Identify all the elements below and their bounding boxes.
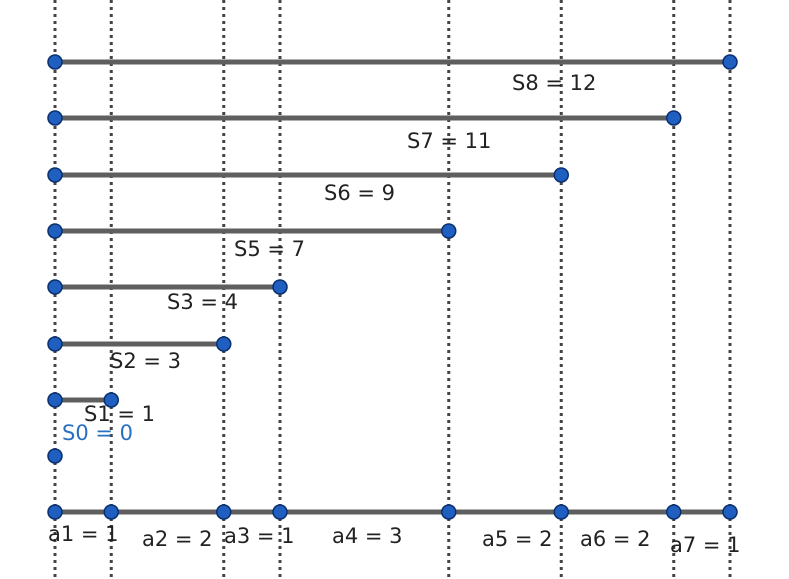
sum-end-point-1 xyxy=(103,392,119,408)
sum-label-s6: S6 = 9 xyxy=(324,181,395,205)
sum-label-s1: S1 = 1 xyxy=(84,402,155,426)
sum-end-point-11 xyxy=(666,110,682,126)
baseline-point-3 xyxy=(216,504,232,520)
sum-end-point-9 xyxy=(553,167,569,183)
segment-label-a6: a6 = 2 xyxy=(580,527,651,551)
segment-label-a4: a4 = 3 xyxy=(332,524,403,548)
sum-start-point-0 xyxy=(47,448,63,464)
sum-label-s3: S3 = 4 xyxy=(167,290,238,314)
baseline-point-11 xyxy=(666,504,682,520)
sum-label-s2: S2 = 3 xyxy=(110,349,181,373)
sum-bars xyxy=(55,59,730,403)
sum-end-point-12 xyxy=(722,54,738,70)
sum-end-point-7 xyxy=(441,223,457,239)
sum-start-point-12 xyxy=(47,54,63,70)
sum-end-point-4 xyxy=(272,279,288,295)
labels: S0 = 0 S1 = 1 S2 = 3 S3 = 4 S5 = 7 S6 = … xyxy=(48,71,741,557)
sum-label-s7: S7 = 11 xyxy=(407,129,491,153)
baseline-point-4 xyxy=(272,504,288,520)
sum-start-point-7 xyxy=(47,223,63,239)
sum-end-point-3 xyxy=(216,336,232,352)
points xyxy=(47,54,738,520)
sum-label-s8: S8 = 12 xyxy=(512,71,596,95)
sum-start-point-3 xyxy=(47,336,63,352)
segment-label-a7: a7 = 1 xyxy=(670,533,741,557)
sum-label-s5: S5 = 7 xyxy=(234,237,305,261)
baseline-point-7 xyxy=(441,504,457,520)
baseline-point-1 xyxy=(103,504,119,520)
segment-label-a2: a2 = 2 xyxy=(142,527,213,551)
segment-label-a5: a5 = 2 xyxy=(482,527,553,551)
baseline-point-0 xyxy=(47,504,63,520)
baseline-point-9 xyxy=(553,504,569,520)
baseline-point-12 xyxy=(722,504,738,520)
sum-label-s0: S0 = 0 xyxy=(62,421,133,445)
sum-start-point-11 xyxy=(47,110,63,126)
sum-start-point-1 xyxy=(47,392,63,408)
segment-label-a1: a1 = 1 xyxy=(48,522,119,546)
segment-label-a3: a3 = 1 xyxy=(224,524,295,548)
sum-start-point-4 xyxy=(47,279,63,295)
sum-start-point-9 xyxy=(47,167,63,183)
